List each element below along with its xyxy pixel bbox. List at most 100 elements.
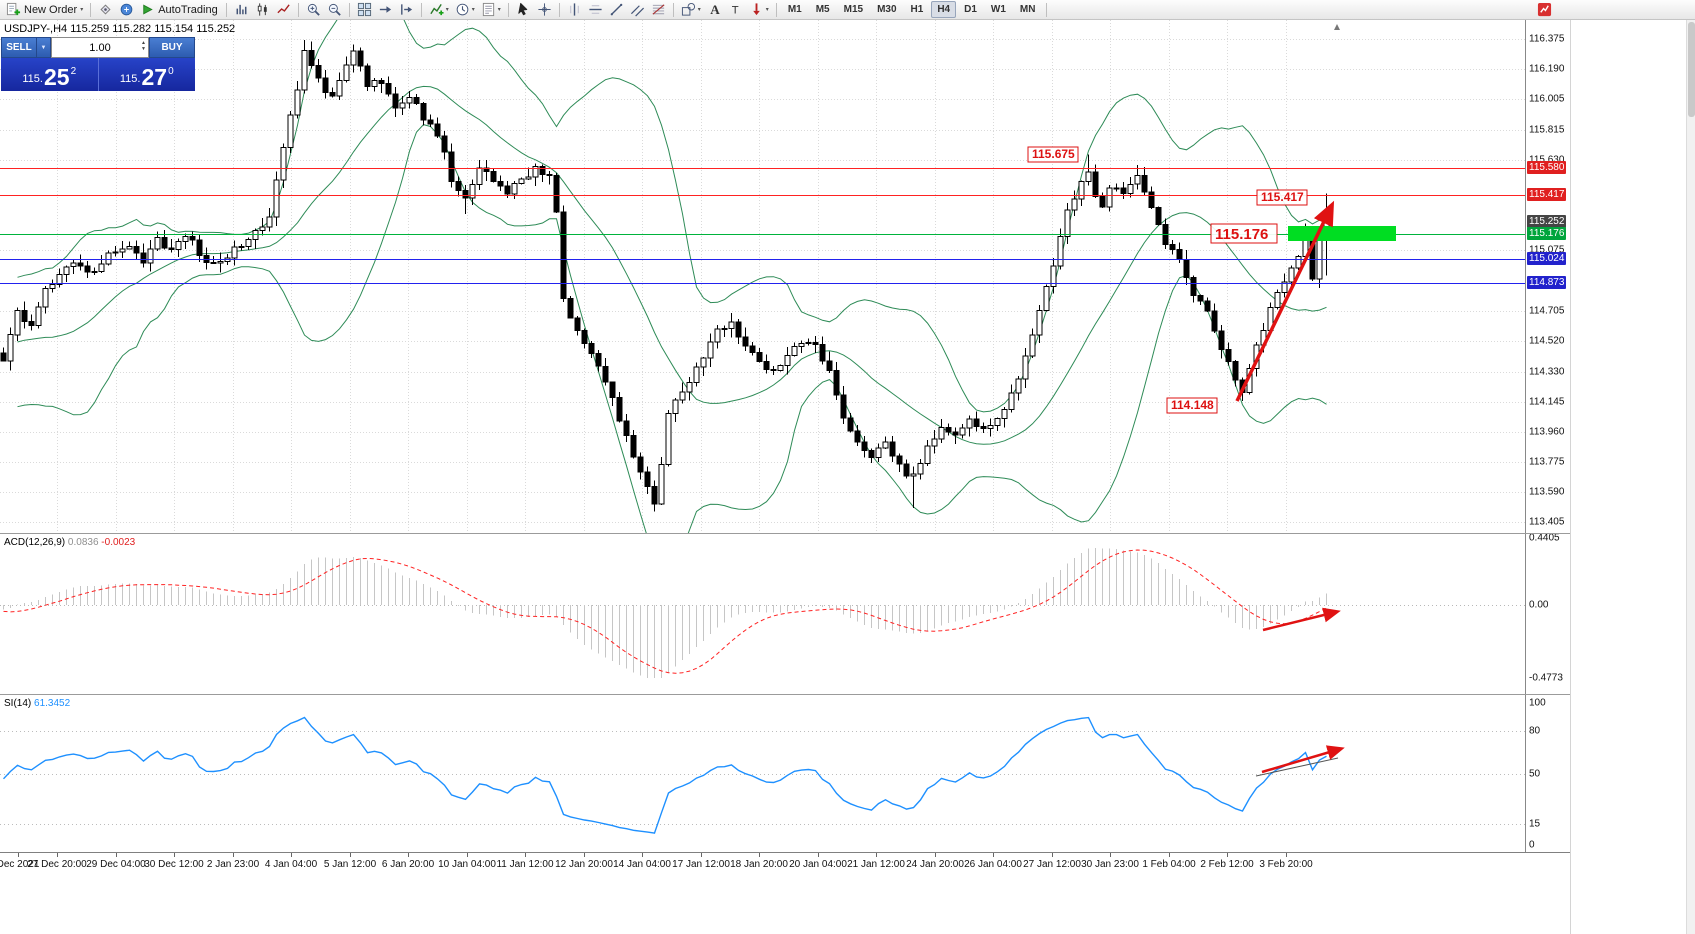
timeframe-h1-button[interactable]: H1 xyxy=(910,4,924,15)
spinner-up-icon[interactable]: ▲ xyxy=(141,40,146,46)
svg-text:A: A xyxy=(710,2,720,17)
expert-advisors-button[interactable] xyxy=(96,1,115,18)
rsi-trend-arrow[interactable] xyxy=(1261,745,1345,774)
time-axis[interactable]: Dec 2021 27 Dec 20:00 29 Dec 04:00 30 Dec 1… xyxy=(0,852,1570,874)
price-callout-box[interactable] xyxy=(1256,189,1308,206)
cursor-button[interactable] xyxy=(514,1,533,18)
time-axis-label: 17 Jan 12:00 xyxy=(672,859,730,870)
time-axis-label: 4 Jan 04:00 xyxy=(264,859,318,870)
buy-button[interactable]: BUY xyxy=(149,37,195,58)
new-order-button[interactable]: New Order ▾ xyxy=(4,1,85,18)
price-callout-text: 115.176 xyxy=(1215,226,1268,243)
panel-splitter[interactable] xyxy=(0,694,1570,695)
bollinger-middle-band xyxy=(17,85,1327,445)
timeframe-m15-button[interactable]: M15 xyxy=(843,4,864,15)
spinner-down-icon[interactable]: ▼ xyxy=(141,46,146,52)
timeframe-mn-button[interactable]: MN xyxy=(1019,4,1036,15)
candlestick-button[interactable] xyxy=(253,1,272,18)
price-axis[interactable]: 116.375 116.190 116.005 115.815 115.630 115.0… xyxy=(1525,20,1570,874)
panel-splitter[interactable] xyxy=(0,533,1570,534)
macd-panel[interactable] xyxy=(0,534,1525,694)
volume-input[interactable]: 1.00 ▲ ▼ xyxy=(51,37,149,58)
bar-chart-button[interactable] xyxy=(232,1,251,18)
buy-price-pipette: 0 xyxy=(168,66,174,77)
chart-grid xyxy=(0,20,1525,533)
rsi-scale-label: 100 xyxy=(1529,697,1546,709)
line-chart-button[interactable] xyxy=(274,1,293,18)
zoom-in-button[interactable] xyxy=(304,1,323,18)
volume-spinner[interactable]: ▲ ▼ xyxy=(141,41,146,52)
rsi-indicator-label: SI(14) 61.3452 xyxy=(4,698,70,709)
rsi-panel[interactable] xyxy=(0,695,1525,852)
buy-price-display[interactable]: 115. 27 0 xyxy=(99,58,196,91)
price-callout-box[interactable] xyxy=(1027,146,1079,163)
tile-windows-button[interactable] xyxy=(355,1,374,18)
new-order-icon xyxy=(6,2,21,16)
zoom-in-icon xyxy=(307,3,320,16)
templates-button[interactable]: ▾ xyxy=(479,1,503,18)
text-button[interactable]: A xyxy=(705,1,724,18)
label-icon: T xyxy=(732,5,739,17)
indicators-button[interactable]: ▾ xyxy=(427,1,451,18)
vertical-line-button[interactable] xyxy=(565,1,584,18)
shapes-button[interactable]: ▾ xyxy=(679,1,703,18)
scripts-button[interactable] xyxy=(117,1,136,18)
rsi-scale-label: 0 xyxy=(1529,839,1535,851)
timeframe-d1-button[interactable]: D1 xyxy=(964,4,977,15)
price-tick-label: 116.375 xyxy=(1529,33,1565,45)
zoom-out-button[interactable] xyxy=(325,1,344,18)
arrows-button[interactable]: ▾ xyxy=(747,1,771,18)
price-box-115.176: 115.176 xyxy=(1527,227,1567,240)
green-zone-rectangle[interactable] xyxy=(1288,226,1396,241)
sell-price-display[interactable]: 115. 25 2 xyxy=(1,58,98,91)
vertical-scrollbar[interactable] xyxy=(1686,20,1695,934)
text-label-button[interactable]: T xyxy=(726,1,745,18)
buy-price-prefix: 115. xyxy=(119,73,141,85)
price-chart[interactable]: 115.675 115.417 115.176 114.148 xyxy=(0,20,1525,533)
macd-trend-arrow[interactable] xyxy=(1262,607,1341,632)
trend-arrow-up[interactable] xyxy=(1235,200,1335,402)
timeframe-w1-button[interactable]: W1 xyxy=(990,4,1006,15)
scrollbar-thumb[interactable] xyxy=(1688,22,1695,117)
price-callout-box[interactable] xyxy=(1166,397,1218,414)
rsi-trendline[interactable] xyxy=(1255,757,1339,777)
time-axis-label: 29 Dec 04:00 xyxy=(86,859,146,870)
time-axis-tick xyxy=(759,853,760,857)
macd-signal-value: -0.0023 xyxy=(101,537,136,548)
chart-shift-marker-icon[interactable] xyxy=(1334,24,1340,30)
timeframe-m5-button[interactable]: M5 xyxy=(815,4,830,15)
trendline-button[interactable] xyxy=(607,1,626,18)
auto-scroll-button[interactable] xyxy=(376,1,395,18)
crosshair-button[interactable] xyxy=(535,1,554,18)
horizontal-line-button[interactable] xyxy=(586,1,605,18)
macd-histogram xyxy=(2,547,1328,678)
horizontal-line-icon xyxy=(589,5,602,14)
rsi-name: SI(14) xyxy=(4,698,32,709)
equidistant-channel-button[interactable] xyxy=(628,1,647,18)
timeframe-h4-button[interactable]: H4 xyxy=(931,1,957,18)
macd-scale-label: -0.4773 xyxy=(1529,672,1563,684)
chart-shift-button[interactable] xyxy=(397,1,416,18)
time-axis-tick xyxy=(525,853,526,857)
expert-advisors-icon xyxy=(100,4,111,15)
sell-button[interactable]: SELL xyxy=(1,37,37,58)
time-axis-tick xyxy=(701,853,702,857)
fibonacci-button[interactable] xyxy=(649,1,668,18)
timeframe-m30-button[interactable]: M30 xyxy=(877,4,897,15)
price-callout-box[interactable] xyxy=(1210,223,1278,244)
time-axis-label: 14 Jan 04:00 xyxy=(613,859,671,870)
toolbar-separator xyxy=(775,2,777,17)
bar-chart-icon xyxy=(236,4,247,15)
price-callout-text: 115.417 xyxy=(1261,190,1304,204)
time-axis-label: 3 Feb 20:00 xyxy=(1259,859,1313,870)
timeframe-m1-button[interactable]: M1 xyxy=(787,4,802,15)
time-axis-label: Dec 2021 xyxy=(0,859,40,870)
time-axis-label: 26 Jan 04:00 xyxy=(964,859,1022,870)
autotrading-button[interactable]: AutoTrading xyxy=(138,1,221,18)
time-axis-label: 21 Jan 12:00 xyxy=(847,859,905,870)
metaquotes-logo-icon[interactable] xyxy=(1537,2,1552,17)
order-options-caret-icon[interactable]: ▼ xyxy=(37,37,51,58)
text-icon: A xyxy=(710,2,720,17)
periods-button[interactable]: ▾ xyxy=(453,1,477,18)
arrows-icon xyxy=(753,3,760,16)
